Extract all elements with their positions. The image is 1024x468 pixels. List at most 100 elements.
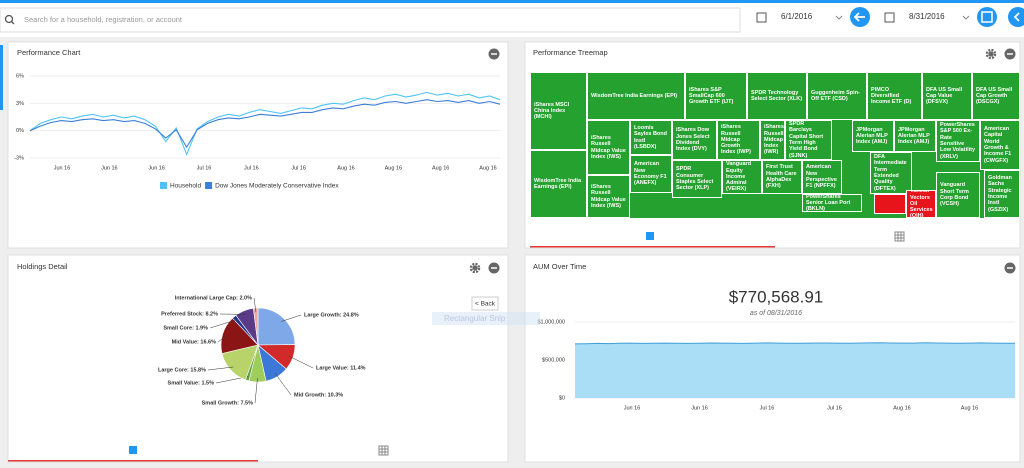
treemap-cell[interactable]: WisdomTree India Earnings (EPI) [530,150,587,218]
treemap-cell[interactable] [874,194,906,214]
grid-tab[interactable] [894,231,905,242]
treemap-cell[interactable]: Vaneck Vectors Oil Services (OIH) [906,190,936,218]
treemap-cell[interactable]: American New Perspective F1 (NPFFX) [802,160,842,194]
x-tick-label: Jul 16 [244,165,259,171]
settings-icon[interactable] [469,262,481,274]
pie-label: Large Value: 11.4% [316,365,366,371]
x-tick-label: Jul 16 [197,165,212,171]
pie-label: Mid Growth: 10.3% [294,392,343,398]
aum-date: as of 08/31/2016 [750,310,802,317]
x-tick-label: Jun 16 [691,405,708,411]
x-tick-label: Jun 16 [101,165,118,171]
line-series [29,99,501,149]
grid-tab[interactable] [378,445,389,456]
treemap-cell[interactable]: iShares S&P SmallCap 600 Growth ETF (IJT… [685,72,747,120]
x-tick-label: Aug 16 [385,165,402,171]
treemap-cell[interactable]: WisdomTree India Earnings (EPI) [587,72,685,120]
y-tick-label: 0% [16,128,24,134]
treemap-cell[interactable]: American New Economy F1 (ANEFX) [630,155,672,193]
chart-tab[interactable] [646,232,654,240]
treemap-cell[interactable]: iShares Russell Midcap Growth Index (IWP… [717,120,760,160]
pie-label: International Large Cap: 2.0% [175,295,252,301]
back-button-label[interactable]: < Back [475,301,496,308]
x-tick-label: Jul 16 [291,165,306,171]
treemap-cell[interactable]: iShares Russell Midcap Value Index (IWS) [587,120,630,175]
minimize-icon[interactable] [488,48,500,60]
y-tick-label: 6% [16,73,24,79]
search-icon [11,21,15,25]
pie-label: Small Growth: 7.5% [202,400,253,406]
treemap-cell[interactable]: Loomis Sayles Bond Instl (LSBDX) [630,120,672,155]
minimize-icon[interactable] [488,262,500,274]
treemap-cell[interactable]: SPDR Consumer Staples Select Sector (XLP… [672,160,722,198]
overlay-text: Rectangular Snip [432,312,540,325]
leader-line [217,335,227,343]
y-tick-label: -3% [14,155,24,161]
treemap-cell[interactable]: Vanguard Short Term Corp Bond (VCSH) [936,172,980,218]
start-date[interactable]: 6/1/2016 [781,12,813,21]
arrow-icon [853,12,865,22]
pie-label: Small Core: 1.9% [163,325,208,331]
search-icon [4,14,14,24]
line-series [29,91,501,156]
minimize-icon[interactable] [1004,48,1016,60]
treemap-cell[interactable]: SPDR Barclays Capital Short Term High Yi… [785,120,832,160]
treemap-cell[interactable]: SPDR Technology Select Sector (XLK) [747,72,807,120]
area-line [574,342,1016,345]
leader-line [253,297,257,313]
dropdown-caret [835,15,843,20]
legend-label: Dow Jones Moderately Conservative Index [215,183,339,190]
treemap-cell[interactable]: iShares Dow Jones Select Dividend Index … [672,120,717,160]
treemap-cell[interactable]: iShares Russell Midcap Value Index (IWS) [587,175,630,218]
treemap-cell[interactable]: DFA Intermediate Term Extended Quality (… [870,152,912,194]
search-placeholder: Search for a household, registration, or… [24,15,183,24]
x-tick-label: Jul 16 [827,405,842,411]
x-tick-label: Jun 16 [624,405,641,411]
panel [7,41,509,249]
treemap-cell[interactable]: Vanguard Equity Income Admiral (VEIRX) [722,160,762,194]
calendar-button[interactable] [977,7,997,27]
x-tick-label: Aug 16 [479,165,496,171]
search-box[interactable] [0,7,741,33]
x-tick-label: Aug 16 [432,165,449,171]
x-tick-label: Jul 16 [760,405,775,411]
treemap-cell[interactable]: Goldman Sachs Strategic Income Instl (GS… [984,170,1020,218]
treemap-cell[interactable]: PowerShares S&P 500 Ex-Rate Sensitive Lo… [936,120,980,162]
back-button[interactable] [471,296,499,311]
active-tab-underline [530,246,775,248]
aum-total: $770,568.91 [729,287,824,306]
y-tick-label: 3% [16,101,24,107]
treemap-cell[interactable]: PowerShares Senior Loan Port (BKLN) [802,194,862,212]
treemap-cell[interactable]: iShares MSCI China Index (MCHI) [530,72,587,150]
leader-line [254,377,258,404]
x-tick-label: Aug 16 [961,405,978,411]
top-bar [0,0,1024,3]
treemap-cell[interactable]: DFA US Small Cap Value (DFSVX) [922,72,972,120]
panel-title: AUM Over Time [533,262,586,271]
pie-slice [253,307,259,346]
leader-line [207,366,234,371]
treemap-cell[interactable]: Guggenheim Spin-Off ETF (CSD) [807,72,867,120]
treemap-cell[interactable]: JPMorgan Alerian MLP Index (AMJ) [894,120,936,152]
treemap-cell[interactable]: First Trust Health Care AlphaDex (FXH) [762,160,802,194]
end-date[interactable]: 8/31/2016 [909,12,945,21]
calendar-icon[interactable] [756,12,767,23]
calendar-icon [981,11,993,23]
calendar-icon[interactable] [884,12,895,23]
dropdown-caret [962,15,970,20]
treemap-cell[interactable]: JPMorgan Alerian MLP Index (AMJ) [852,120,894,152]
treemap-cell[interactable]: American Capital World Growth & Income F… [980,120,1020,170]
settings-icon[interactable] [985,48,997,60]
treemap: iShares MSCI China Index (MCHI) WisdomTre… [530,72,1020,218]
minimize-icon[interactable] [1004,262,1016,274]
pie-label: Small Value: 1.5% [168,380,215,386]
panel-title: Performance Treemap [533,48,608,57]
treemap-cell[interactable]: DFA US Small Cap Growth (DSCGX) [972,72,1020,120]
leader-line [288,355,314,369]
treemap-cell[interactable]: PIMCO Diversified Income ETF (D) [867,72,922,120]
y-tick-label: $1,000,000 [537,319,565,325]
chart-tab[interactable] [129,446,137,454]
treemap-cell[interactable]: iShares Russell Midcap Index (IWR) [760,120,785,160]
